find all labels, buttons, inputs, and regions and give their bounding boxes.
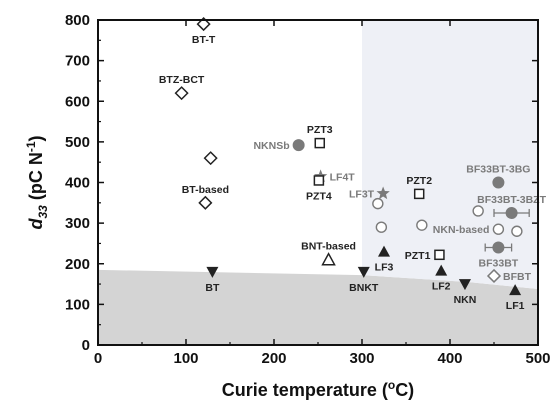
point-label: BFBT [503,271,532,283]
x-tick-label: 400 [437,350,462,367]
point-label: PZT1 [405,250,431,262]
point-label: BNT-based [301,241,356,253]
lf3-marker [378,245,390,257]
pzt2-marker [413,188,425,200]
point-label: PZT4 [306,190,332,202]
x-tick-labels: 0 100 200 300 400 500 [94,350,551,367]
point-label: LF1 [506,300,525,312]
point-label: NKNSb [253,140,289,152]
x-tick-label: 100 [173,350,198,367]
y-tick-label: 500 [65,134,90,151]
x-tick-label: 500 [525,350,550,367]
unlabeled-marker [416,219,428,231]
y-tick-label: 800 [65,12,90,29]
y-tick-label: 200 [65,256,90,273]
point-label: LF4T [330,171,356,183]
point-labels: BT-T BTZ-BCT BT-based BT NKNSb PZT3 LF4T PZT4 BN… [159,34,547,312]
point-label: LF2 [432,281,451,293]
bfbt-marker [486,268,502,283]
bt-marker [206,266,219,278]
point-label: BTZ-BCT [159,74,205,86]
y-tick-label: 400 [65,175,90,192]
unlabeled-marker [375,221,388,233]
point-label: BT-T [192,34,216,46]
y-tick-label: 300 [65,215,90,232]
bt-t-marker [196,17,211,32]
y-tick-label: 700 [65,53,90,70]
btz-bct-marker [174,86,189,101]
point-label: LF3T [349,188,375,200]
bnkt-marker [357,266,370,278]
point-label: PZT3 [307,124,333,136]
data-points [174,17,523,296]
point-label: NKN [454,294,477,306]
upper-right-region [362,20,538,289]
pzt4-marker [313,175,325,186]
unlabeled-marker [472,205,484,217]
y-tick-label: 100 [65,296,90,313]
bnt-based-marker [321,252,336,266]
point-label: BF33BT-3BG [466,164,530,176]
shaded-regions [98,20,538,345]
y-tick-labels: 0 100 200 300 400 500 600 700 800 [65,12,90,354]
nkn-based-marker [492,223,505,235]
lf1-marker [509,284,522,296]
point-label: LF3 [375,262,394,274]
bt-based-marker [198,195,213,210]
point-label: BF33BT [479,258,519,270]
bf33bt-marker [492,241,505,254]
x-tick-label: 0 [94,350,102,367]
lf2-marker [435,264,448,276]
lf3t-marker [376,186,390,200]
axis-ticks [97,19,539,346]
pzt3-marker [314,137,326,149]
y-tick-label: 600 [65,93,90,110]
bf33bt-3bg-marker [492,176,505,189]
x-tick-label: 200 [261,350,286,367]
point-label: NKN-based [433,224,490,236]
bf33bt-3bzt-marker [505,206,518,219]
point-label: PZT2 [406,175,432,187]
y-axis-title: d33 (pC N-1) [24,135,50,229]
unlabeled-marker [203,151,218,166]
pzt1-marker [434,249,445,261]
unlabeled-marker [511,225,523,237]
lower-region [98,269,538,345]
x-axis-title: Curie temperature (oC) [222,378,414,400]
nkn-marker [458,279,471,291]
nknsb-marker [292,139,305,152]
point-label: BNKT [349,282,379,294]
point-label: BT [205,282,220,294]
x-tick-label: 300 [349,350,374,367]
point-label: BT-based [182,184,229,196]
unlabeled-marker [372,197,384,210]
point-label: BF33BT-3BZT [477,194,546,206]
y-tick-label: 0 [82,337,90,354]
